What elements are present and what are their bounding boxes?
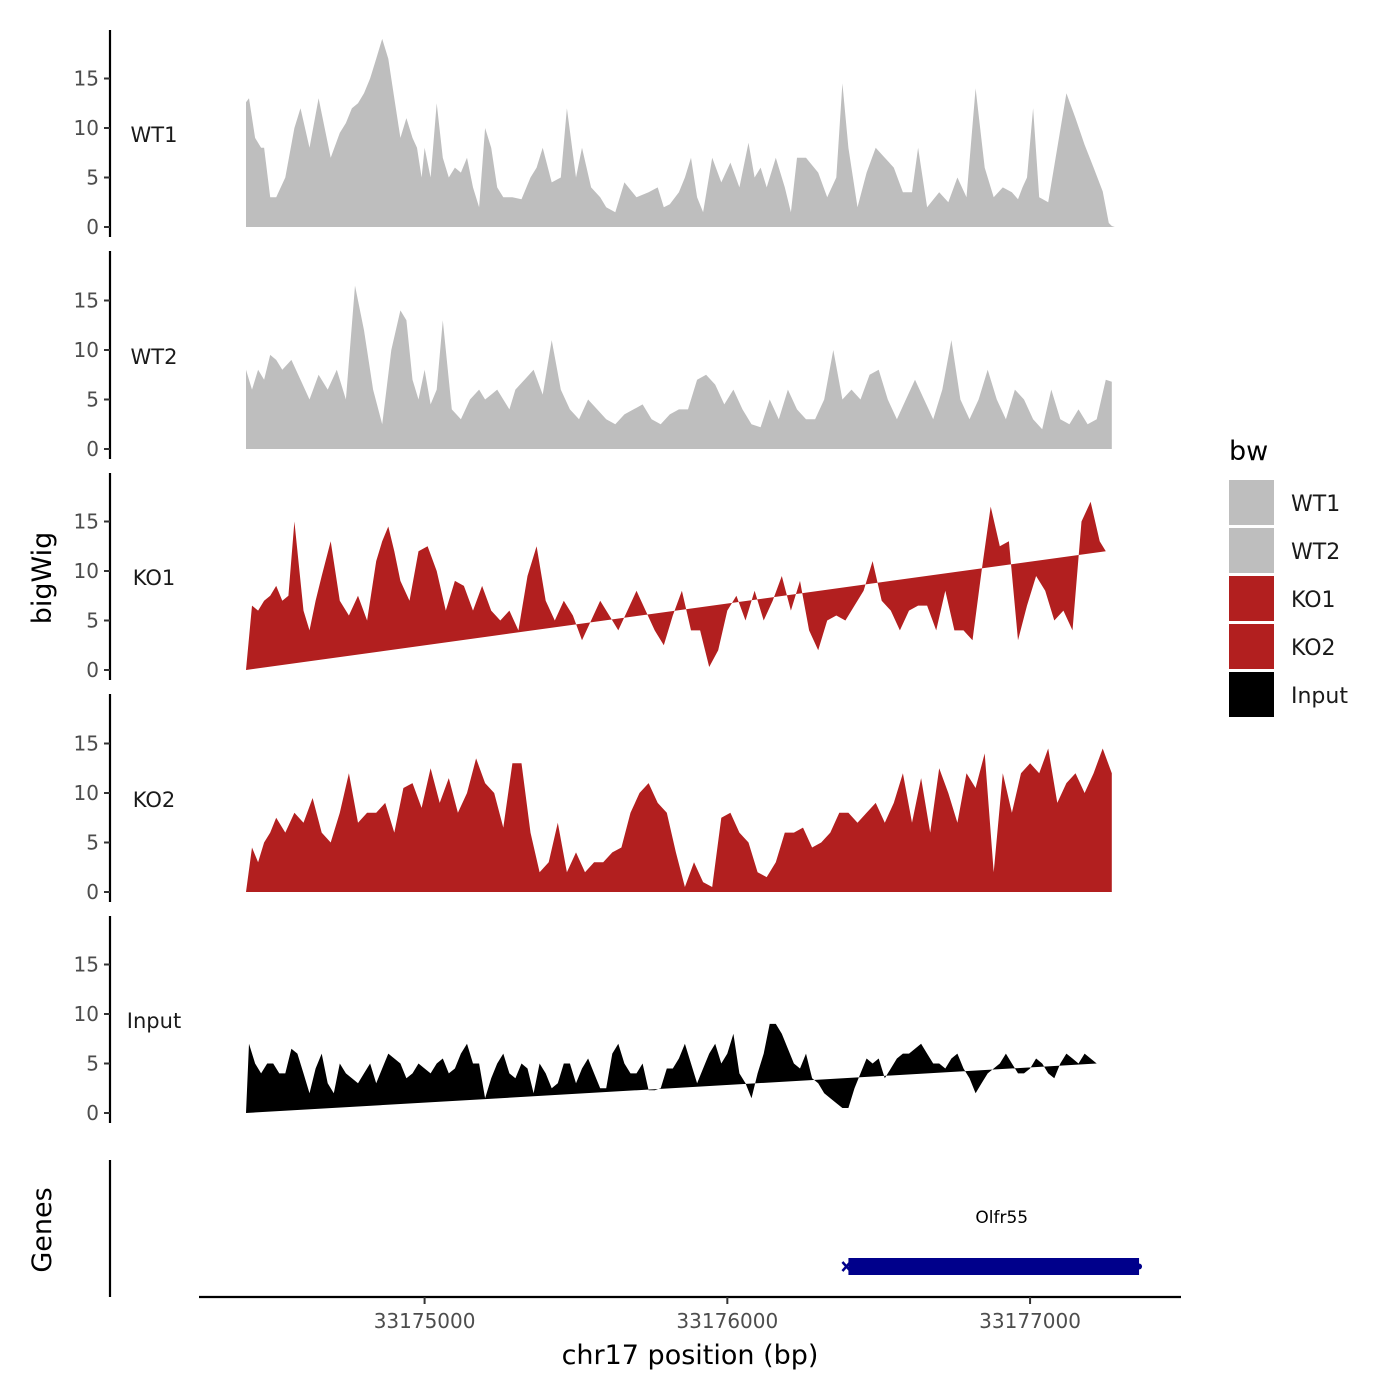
y-tick-label-ko1-5: 5 (86, 609, 99, 633)
y-tick-label-wt2-15: 15 (74, 289, 99, 313)
legend: bw WT1 WT2 KO1 KO2 Input (1229, 436, 1348, 717)
y-tick-label-ko2-15: 15 (74, 732, 99, 756)
tracks-layer (246, 38, 1115, 1113)
legend-key-wt1 (1229, 480, 1274, 525)
y-tick-label-wt2-0: 0 (86, 437, 99, 461)
y-tick-label-wt1-15: 15 (74, 67, 99, 91)
track-label-ko2: KO2 (133, 788, 176, 812)
axes-layer: WT1 0 5 10 15 WT2 0 5 10 15 KO1 0 5 10 15 KO2 0 5 10 15 Inpu… (74, 30, 1181, 1333)
legend-key-ko2 (1229, 624, 1274, 669)
coverage-area-ko1 (246, 501, 1106, 670)
y-tick-label-wt1-10: 10 (74, 116, 99, 140)
x-tick-label-33176000: 33176000 (676, 1309, 778, 1333)
legend-label-ko1: KO1 (1291, 588, 1336, 613)
y-tick-label-ko2-10: 10 (74, 781, 99, 805)
y-tick-label-ko1-10: 10 (74, 559, 99, 583)
legend-title: bw (1229, 436, 1268, 467)
legend-label-input: Input (1291, 684, 1348, 709)
track-label-input: Input (127, 1009, 181, 1033)
gene-label-olfr55: Olfr55 (975, 1208, 1028, 1228)
y-tick-label-input-10: 10 (74, 1002, 99, 1026)
y-tick-label-input-5: 5 (86, 1052, 99, 1076)
gene-olfr55 (848, 1258, 1140, 1275)
coverage-area-wt2 (246, 285, 1112, 449)
legend-label-wt2: WT2 (1291, 540, 1340, 565)
coverage-area-input (246, 1023, 1097, 1113)
coverage-area-wt1 (246, 38, 1115, 228)
y-tick-label-wt1-0: 0 (86, 215, 99, 239)
y-tick-label-wt2-5: 5 (86, 388, 99, 412)
gene-end-marker (1136, 1263, 1143, 1270)
coverage-area-ko2 (246, 748, 1112, 892)
legend-label-wt1: WT1 (1291, 492, 1340, 517)
track-label-wt1: WT1 (131, 123, 178, 147)
legend-key-ko1 (1229, 576, 1274, 621)
x-tick-label-33175000: 33175000 (374, 1309, 476, 1333)
gene-strand-marker (841, 1261, 852, 1272)
genes-axis-title: Genes (27, 1187, 58, 1272)
y-tick-label-wt2-10: 10 (74, 338, 99, 362)
y-tick-label-ko2-0: 0 (86, 880, 99, 904)
legend-key-wt2 (1229, 528, 1274, 573)
x-tick-label-33177000: 33177000 (979, 1309, 1081, 1333)
track-label-ko1: KO1 (133, 566, 176, 590)
x-axis-title: chr17 position (bp) (562, 1340, 819, 1371)
y-axis-title: bigWig (27, 532, 58, 625)
y-tick-label-ko1-15: 15 (74, 510, 99, 534)
y-tick-label-input-0: 0 (86, 1101, 99, 1125)
y-tick-label-input-15: 15 (74, 953, 99, 977)
legend-key-input (1229, 672, 1274, 717)
y-tick-label-ko1-0: 0 (86, 658, 99, 682)
y-tick-label-wt1-5: 5 (86, 166, 99, 190)
legend-label-ko2: KO2 (1291, 636, 1336, 661)
track-label-wt2: WT2 (131, 345, 178, 369)
y-tick-label-ko2-5: 5 (86, 831, 99, 855)
